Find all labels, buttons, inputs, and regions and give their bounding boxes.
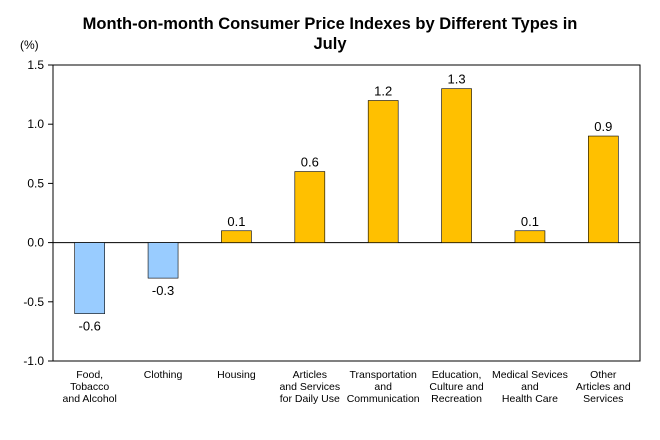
category-label-7-line-0: Other <box>590 369 617 381</box>
category-label-0-line-1: Tobacco <box>70 381 109 393</box>
y-axis-tick-label: -1.0 <box>23 354 44 368</box>
category-label-5-line-0: Education, <box>432 369 482 381</box>
category-label-4-line-1: and <box>374 381 392 393</box>
category-label-3-line-2: for Daily Use <box>280 393 340 405</box>
y-axis-tick-label: 0.5 <box>27 176 44 190</box>
chart-title-line-2: July <box>313 35 347 53</box>
category-label-5-line-1: Culture and <box>429 381 483 393</box>
bar-7 <box>588 135 619 243</box>
y-axis-tick-label: 0.0 <box>27 236 44 250</box>
category-label-0-line-0: Food, <box>76 369 103 381</box>
category-label-3-line-1: and Services <box>279 381 340 393</box>
data-label-7: 0.9 <box>594 119 612 134</box>
category-label-7-line-2: Services <box>583 393 623 405</box>
category-label-2-line-0: Housing <box>217 369 256 381</box>
bar-0 <box>74 242 105 314</box>
category-label-6-line-0: Medical Sevices <box>492 369 568 381</box>
chart-title-line-1: Month-on-month Consumer Price Indexes by… <box>82 15 578 33</box>
data-label-1: -0.3 <box>152 283 174 298</box>
category-label-6-line-2: Health Care <box>502 393 558 405</box>
bar-3 <box>294 171 326 243</box>
bar-4 <box>367 100 399 243</box>
data-label-4: 1.2 <box>374 84 392 99</box>
category-label-3-line-0: Articles <box>293 369 327 381</box>
plot-area-frame <box>52 64 641 362</box>
bar-1 <box>147 242 179 279</box>
data-label-3: 0.6 <box>301 155 319 170</box>
category-label-5-line-2: Recreation <box>431 393 482 405</box>
y-axis-unit-label: (%) <box>20 38 39 52</box>
category-label-0-line-2: and Alcohol <box>63 393 117 405</box>
bar-6 <box>514 230 546 243</box>
bar-2 <box>221 230 252 243</box>
category-label-1-line-0: Clothing <box>144 369 183 381</box>
y-axis-tick-label: 1.0 <box>27 117 44 131</box>
bar-5 <box>441 88 472 243</box>
y-axis-tick-label: -0.5 <box>23 295 44 309</box>
data-label-5: 1.3 <box>448 72 466 87</box>
data-label-6: 0.1 <box>521 214 539 229</box>
data-label-0: -0.6 <box>78 319 100 334</box>
category-label-4-line-2: Communication <box>347 393 420 405</box>
y-axis-tick-label: 1.5 <box>27 58 44 72</box>
category-label-6-line-1: and <box>521 381 539 393</box>
data-label-2: 0.1 <box>227 214 245 229</box>
category-label-4-line-0: Transportation <box>350 369 417 381</box>
category-label-7-line-1: Articles and <box>576 381 631 393</box>
